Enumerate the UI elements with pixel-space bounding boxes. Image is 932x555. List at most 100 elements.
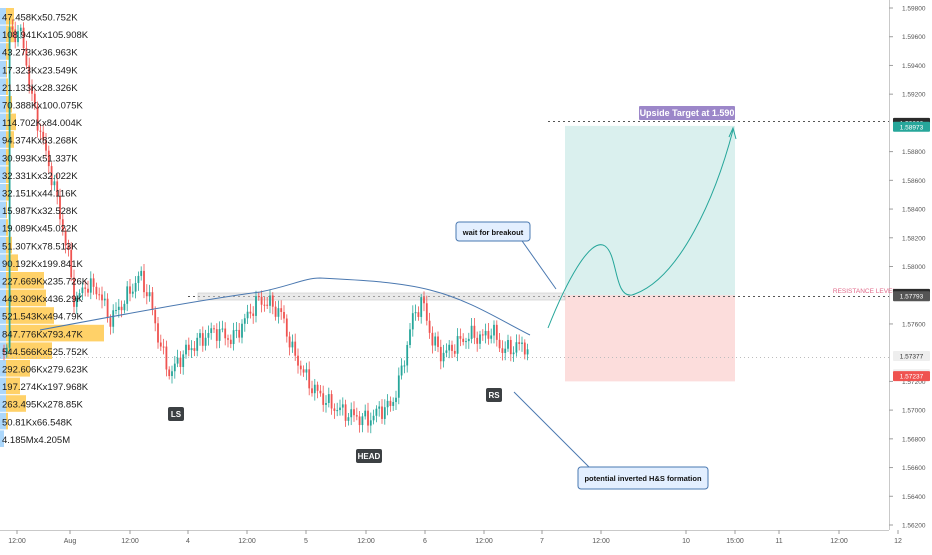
rs-label-text: RS	[488, 391, 500, 400]
target-label: Upside Target at 1.590	[639, 106, 735, 120]
candle-body	[213, 328, 215, 330]
time-tick-label: 12:00	[8, 538, 26, 545]
target-label-text: Upside Target at 1.590	[640, 108, 735, 118]
time-axis[interactable]: 12:00 Aug 12:00 4 12:00 5 12:00 6 12:00 7 12:00 10 1…	[8, 530, 902, 545]
price-tick-label: 1.56800	[902, 436, 926, 443]
volume-bar-buy	[0, 219, 6, 236]
drawings: Upside Target at 1.590 RESISTANCE LEVEL wa…	[168, 106, 896, 490]
candle-body	[252, 313, 255, 316]
time-tick-label: 10	[682, 538, 690, 545]
candle-body	[308, 369, 311, 389]
candle-body	[28, 65, 31, 87]
candle-body	[238, 329, 241, 338]
candle-body	[50, 166, 53, 186]
volume-profile-label: 227.669Kx235.726K	[2, 277, 89, 288]
candle-body	[479, 334, 481, 344]
candle-body	[165, 346, 168, 370]
candle-body	[176, 357, 179, 364]
candle-body	[19, 27, 22, 32]
candle-body	[120, 306, 123, 311]
candle-body	[255, 296, 257, 316]
head-label-bg	[356, 449, 382, 463]
candle-body	[462, 338, 465, 342]
volume-profile-label: 21.133Kx28.326K	[2, 83, 78, 94]
candle-body	[241, 323, 243, 338]
price-tag: 1.58973	[893, 121, 930, 132]
time-tick-label: 12:00	[475, 538, 493, 545]
price-tick-label: 1.59200	[902, 92, 926, 99]
volume-bar-sell	[6, 43, 10, 60]
candle-body	[526, 349, 529, 355]
candle-body	[14, 29, 17, 43]
volume-bar-buy	[0, 360, 6, 377]
volume-profile-label: 521.543Kx494.79K	[2, 312, 83, 323]
candle-body	[414, 312, 417, 314]
candle-body	[204, 337, 207, 346]
candle-body	[389, 400, 392, 406]
candle-body	[509, 339, 512, 355]
volume-profile-label: 4.185Mx4.205M	[2, 435, 70, 446]
candle-body	[431, 332, 434, 346]
price-tick-label: 1.56400	[902, 494, 926, 501]
candle-body	[381, 406, 383, 419]
projected-path	[547, 129, 734, 329]
candle-body	[103, 298, 106, 301]
candle-body	[386, 400, 389, 408]
target-zone	[565, 125, 735, 296]
candle-body	[179, 357, 182, 367]
candle-body	[11, 27, 14, 30]
pattern-callout: potential inverted H&S formation	[577, 466, 709, 490]
time-tick-label: 6	[423, 538, 427, 545]
candle-body	[302, 369, 305, 373]
volume-bar-buy	[0, 184, 6, 201]
candle-body	[78, 293, 81, 299]
candle-body	[61, 219, 64, 231]
price-tick-label: 1.56600	[902, 465, 926, 472]
candle-body	[8, 27, 11, 348]
candle-body	[507, 339, 509, 349]
candle-body	[490, 335, 493, 339]
candle-body	[45, 140, 47, 151]
time-tick-label: Aug	[64, 538, 77, 545]
candle-body	[36, 106, 39, 131]
volume-profile-label: 51.307Kx78.513K	[2, 241, 78, 252]
candle-body	[319, 390, 322, 394]
price-axis[interactable]: 1.59800 1.59600 1.59400 1.59200 1.58800 1.586…	[889, 6, 930, 530]
candle-body	[448, 344, 451, 351]
price-tick-label: 1.57200	[902, 379, 926, 386]
candle-body	[459, 336, 462, 339]
price-tag-label: 1.57237	[900, 374, 924, 381]
volume-bar-buy	[0, 377, 6, 395]
candle-body	[437, 336, 439, 347]
candle-body	[123, 303, 126, 311]
volume-bar-sell	[6, 60, 7, 78]
price-tick-label: 1.58600	[902, 178, 926, 185]
volume-bar-sell	[6, 113, 16, 131]
candle-body	[409, 329, 411, 346]
volume-profile-label: 449.309Kx436.29K	[2, 294, 83, 305]
candle-body	[266, 304, 269, 306]
candle-body	[196, 337, 199, 351]
price-tick-label: 1.57600	[902, 321, 926, 328]
breakout-pointer	[519, 237, 557, 290]
volume-profile-label: 47.458Kx50.752K	[2, 13, 78, 24]
candle-body	[22, 27, 25, 49]
candle-body	[190, 348, 193, 351]
volume-bar-sell	[6, 8, 14, 25]
candle-body	[451, 344, 453, 351]
time-tick-label: 11	[775, 538, 782, 545]
volume-bar-buy	[0, 148, 6, 166]
candle-body	[378, 406, 381, 409]
time-tick-label: 12:00	[830, 538, 848, 545]
volume-profile-label: 847.776Kx793.47K	[2, 329, 83, 340]
breakout-callout: wait for breakout	[455, 221, 531, 242]
candle-body	[285, 318, 288, 337]
candle-body	[56, 181, 59, 197]
candle-body	[423, 297, 425, 304]
volume-bar-buy	[0, 395, 6, 412]
candle-body	[487, 330, 490, 339]
volume-bar-sell	[6, 289, 46, 307]
volume-bar-buy	[0, 43, 6, 60]
candle-body	[369, 420, 372, 426]
